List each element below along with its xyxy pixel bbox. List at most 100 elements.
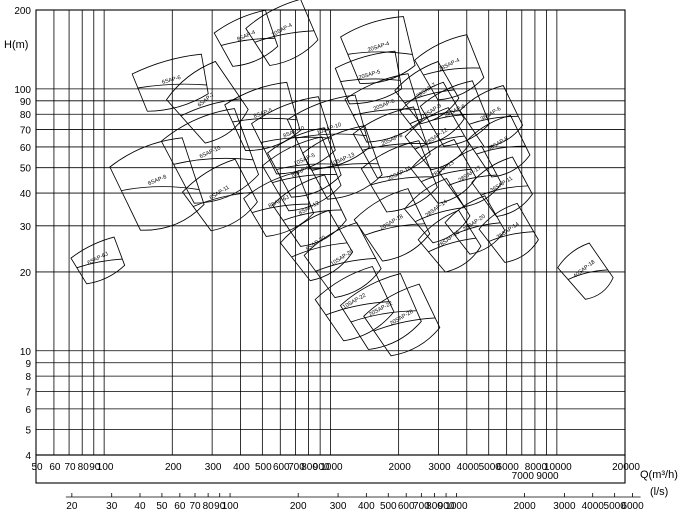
x-tick-label-m3h: 500 xyxy=(255,462,272,473)
envelope-label: 28SAP-4 xyxy=(438,58,461,73)
envelope-outline xyxy=(165,60,249,144)
x-tick-label-ls: 70 xyxy=(189,501,201,512)
envelope-outline xyxy=(181,158,258,232)
x-tick-label-ls: 90 xyxy=(214,501,226,512)
pump-envelope[interactable]: 8SAP-5 xyxy=(223,79,305,157)
y-tick-label: 90 xyxy=(20,97,32,108)
x-tick-label-ls: 30 xyxy=(106,501,118,512)
x-tick-label-m3h: 300 xyxy=(205,462,222,473)
x-tick-label-m3h: 100 xyxy=(97,462,114,473)
envelope-label: 20SAP-5 xyxy=(358,69,381,81)
pump-envelope[interactable]: 20SAP-28 xyxy=(362,281,446,362)
envelope-curve xyxy=(311,163,379,171)
envelope-outline xyxy=(557,242,614,300)
envelope-curve xyxy=(340,78,401,82)
pump-envelope[interactable]: 40SAP-18 xyxy=(556,240,618,304)
envelope-label: 6SAP-6 xyxy=(161,75,181,86)
y-tick-label: 7 xyxy=(25,387,31,398)
y-tick-label: 5 xyxy=(25,426,31,437)
y-tick-label: 80 xyxy=(20,110,32,121)
x-tick-label-ls: 100 xyxy=(222,501,239,512)
pump-envelope[interactable]: 6SAP-11 xyxy=(180,156,263,237)
x-tick-label-ls: 80 xyxy=(203,501,215,512)
envelope-curve xyxy=(261,136,332,143)
envelope-curve xyxy=(454,222,501,235)
envelope-curve xyxy=(276,163,338,170)
envelope-label: 28SAP-16 xyxy=(437,230,461,250)
y-tick-label: 10 xyxy=(20,347,32,358)
envelope-curve xyxy=(404,89,455,104)
pump-envelope[interactable]: 6SAP-8 xyxy=(108,133,212,239)
x-tick-label-m3h: 7000 xyxy=(512,471,535,482)
envelope-outline xyxy=(459,85,524,148)
envelope-label: 10SAP-4 xyxy=(271,23,294,39)
envelope-curve xyxy=(409,110,460,125)
pump-envelope[interactable]: 36SAP-14 xyxy=(477,201,543,268)
envelope-outline xyxy=(251,96,336,175)
x-tick-label-m3h: 20000 xyxy=(612,462,640,473)
axis-titles: H(m) Q(m³/h) (l/s) xyxy=(4,39,678,498)
envelope-label: 28SAP-13 xyxy=(431,160,455,179)
envelope-curve xyxy=(137,83,207,89)
envelope-label: 36SAP-8 xyxy=(487,136,509,152)
envelope-outline xyxy=(70,236,126,285)
envelope-outline xyxy=(213,9,279,67)
envelope-label: 36SAP-11 xyxy=(489,176,513,194)
pump-envelope[interactable]: 6SAP-7 xyxy=(164,58,255,151)
envelope-curve xyxy=(428,237,476,253)
pump-envelope[interactable]: 20SAP-6 xyxy=(344,70,428,148)
x-tick-label-ls: 900 xyxy=(438,501,455,512)
x-tick-label-ls: 6000 xyxy=(621,501,644,512)
envelope-curve xyxy=(254,30,314,43)
envelope-curve xyxy=(315,257,376,272)
envelope-curve xyxy=(364,223,425,236)
y-tick-label: 50 xyxy=(20,164,32,175)
x-tick-label-ls: 200 xyxy=(290,501,307,512)
envelope-curve xyxy=(180,98,241,117)
pump-envelope[interactable]: 20SAP-18 xyxy=(352,185,435,268)
envelope-curve xyxy=(291,242,347,258)
envelope-label: 20SAP-18 xyxy=(379,214,404,232)
envelope-outline xyxy=(339,273,422,350)
envelope-curve xyxy=(414,135,465,150)
envelope-outline xyxy=(438,145,502,208)
envelope-label: 10SAP-5 xyxy=(293,153,316,168)
y-tick-label: 20 xyxy=(20,268,32,279)
envelope-outline xyxy=(261,136,342,212)
x-tick-label-ls: 1000 xyxy=(445,501,468,512)
pump-envelope[interactable]: 6SAP-6 xyxy=(131,51,213,117)
pump-envelope[interactable]: 36SAP-11 xyxy=(470,154,537,222)
envelope-curve xyxy=(350,310,417,323)
x-tick-label-m3h: 900 xyxy=(313,462,330,473)
envelope-curve xyxy=(325,301,389,316)
x-tick-label-m3h: 700 xyxy=(288,462,305,473)
envelope-outline xyxy=(131,53,209,112)
y-tick-label: 4 xyxy=(25,451,31,462)
envelope-outline xyxy=(243,171,315,237)
envelope-label: 8SAP-4 xyxy=(236,30,256,43)
envelope-curve xyxy=(76,258,123,269)
x-axis-title-ls: (l/s) xyxy=(650,486,668,498)
envelope-curve xyxy=(423,67,480,76)
envelope-outline xyxy=(471,156,533,217)
x-tick-label-ls: 4000 xyxy=(582,501,605,512)
x-tick-label-ls: 60 xyxy=(174,501,186,512)
x-tick-label-ls: 40 xyxy=(134,501,146,512)
envelope-outline xyxy=(224,81,301,151)
pump-envelope[interactable]: 6SAP-6J xyxy=(70,235,129,288)
x-tick-label-m3h: 80 xyxy=(78,462,90,473)
envelope-label: 36SAP-14 xyxy=(496,221,520,240)
x-tick-label-ls: 20 xyxy=(66,501,78,512)
x-tick-label-ls: 50 xyxy=(156,501,168,512)
x-tick-label-m3h: 4000 xyxy=(457,462,480,473)
x-tick-label-m3h: 200 xyxy=(165,462,182,473)
y-tick-label: 6 xyxy=(25,405,31,416)
envelope-label: 6SAP-6J xyxy=(87,251,110,266)
pump-envelope[interactable]: 20SAP-5 xyxy=(334,48,406,109)
envelope-outline xyxy=(160,108,260,204)
y-tick-label: 200 xyxy=(14,6,31,17)
y-tick-label: 30 xyxy=(20,222,32,233)
pump-envelope[interactable]: 8SAP-4 xyxy=(213,7,283,71)
